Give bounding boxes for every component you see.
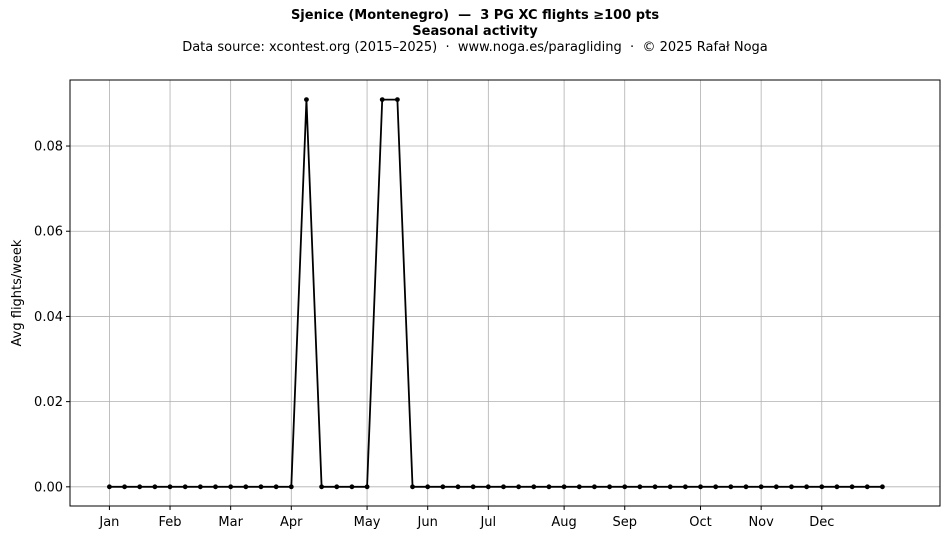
- data-point: [197, 484, 203, 490]
- data-point: [213, 484, 218, 490]
- data-point: [607, 484, 612, 490]
- data-point: [849, 484, 855, 490]
- y-tick-label: 0.02: [34, 395, 63, 410]
- data-point: [576, 484, 582, 490]
- data-point: [228, 484, 234, 490]
- chart-subtitle: Data source: xcontest.org (2015–2025) · …: [182, 40, 768, 55]
- grid-lines: [70, 80, 940, 506]
- data-point: [773, 484, 779, 490]
- x-tick-label: Sep: [612, 515, 637, 530]
- data-point: [137, 484, 143, 490]
- data-point: [107, 484, 112, 490]
- data-point: [622, 484, 628, 490]
- data-point: [349, 484, 355, 490]
- data-point: [561, 484, 567, 490]
- x-tick-label: Mar: [218, 515, 243, 530]
- y-tick-label: 0.08: [34, 140, 63, 155]
- data-point: [501, 484, 506, 490]
- y-axis-label: Avg flights/week: [10, 239, 25, 346]
- data-point: [182, 484, 188, 490]
- data-point: [470, 484, 476, 490]
- x-tick-label: Nov: [748, 515, 774, 530]
- data-point: [273, 484, 279, 490]
- series-line: [109, 98, 883, 488]
- series-layer: [107, 97, 885, 490]
- x-tick-label: Jun: [417, 515, 438, 530]
- chart-title-line2: Seasonal activity: [412, 24, 538, 39]
- data-point: [304, 97, 309, 102]
- data-point: [425, 484, 431, 490]
- x-tick-label: Aug: [551, 515, 576, 530]
- data-point: [713, 484, 719, 490]
- data-point: [667, 484, 673, 490]
- x-tick-label: Apr: [280, 515, 303, 530]
- y-tick-label: 0.06: [34, 225, 63, 240]
- data-point: [319, 484, 325, 490]
- data-point: [258, 484, 264, 490]
- x-tick-label: Dec: [809, 515, 834, 530]
- data-point: [652, 484, 658, 490]
- data-point: [546, 484, 552, 490]
- data-point: [880, 484, 885, 490]
- x-tick-label: Jan: [98, 515, 119, 530]
- data-point: [637, 484, 643, 490]
- data-point: [485, 484, 491, 490]
- plot-frame: [69, 79, 941, 507]
- data-point: [334, 484, 340, 490]
- data-point: [122, 484, 127, 490]
- data-point: [682, 484, 688, 490]
- data-point: [410, 484, 415, 490]
- data-point: [394, 97, 400, 102]
- data-point: [789, 484, 794, 490]
- chart-title-block: Sjenice (Montenegro) — 3 PG XC flights ≥…: [0, 8, 950, 56]
- data-point: [804, 484, 810, 490]
- data-point: [864, 484, 870, 490]
- x-tick-label: Oct: [689, 515, 711, 530]
- data-point: [379, 97, 385, 102]
- axis-ticks: Jan Feb Mar Apr May Jun Jul Aug Sep Oct Nov Dec 0.00…: [34, 140, 834, 530]
- data-point: [592, 484, 597, 490]
- data-point: [167, 484, 173, 490]
- x-tick-label: May: [354, 515, 381, 530]
- data-point: [728, 484, 734, 490]
- data-point: [288, 484, 294, 490]
- data-point: [152, 484, 158, 490]
- data-point: [698, 484, 703, 490]
- data-point: [743, 484, 749, 490]
- chart-title: Sjenice (Montenegro) — 3 PG XC flights ≥…: [290, 8, 660, 23]
- y-tick-label: 0.04: [34, 310, 63, 325]
- data-point: [364, 484, 370, 490]
- x-tick-label: Feb: [159, 515, 182, 530]
- data-point: [531, 484, 537, 490]
- data-point: [834, 484, 840, 490]
- data-point: [758, 484, 764, 490]
- x-tick-label: Jul: [479, 515, 496, 530]
- data-point: [455, 484, 461, 490]
- data-point: [243, 484, 249, 490]
- y-tick-label: 0.00: [34, 480, 63, 495]
- data-point: [516, 484, 522, 490]
- data-point: [440, 484, 446, 490]
- data-point: [819, 484, 825, 490]
